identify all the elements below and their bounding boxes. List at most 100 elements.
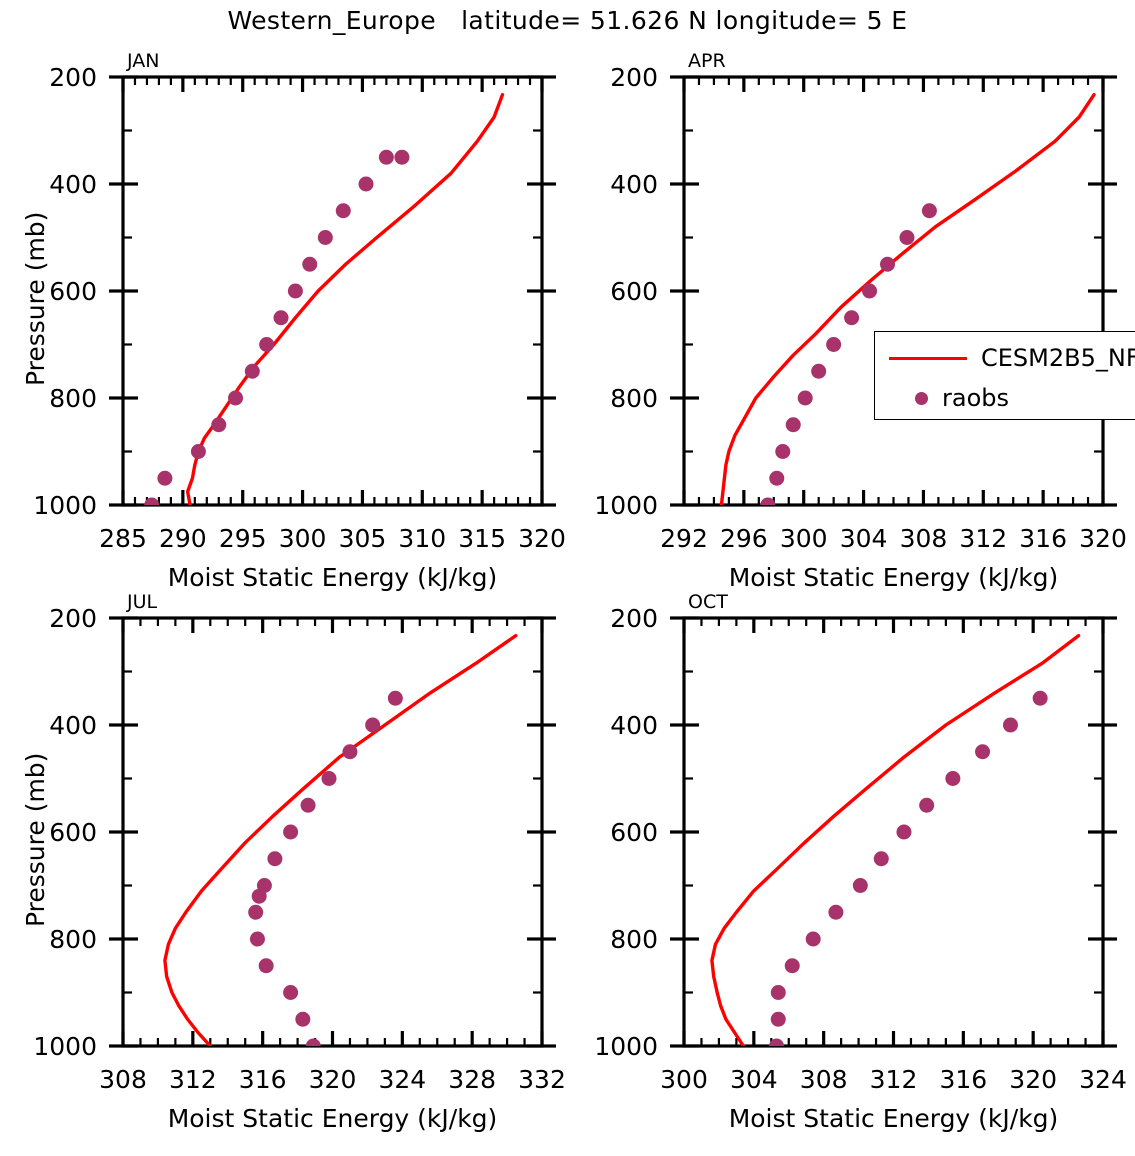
x-tick-label: 296 [720,524,768,553]
y-tick-label: 800 [49,925,97,954]
series-point-raobs [873,851,889,867]
figure-title: Western_Europe latitude= 51.626 N longit… [227,6,908,35]
y-tick-label: 400 [610,711,658,740]
legend-line-swatch [889,356,967,360]
x-tick-label: 316 [939,1065,987,1094]
panel-title-oct: OCT [688,591,728,613]
x-tick-label: 324 [1079,1065,1127,1094]
panel-title-apr: APR [688,50,726,72]
series-point-raobs [305,1038,321,1046]
x-axis-label-jul: Moist Static Energy (kJ/kg) [167,1104,498,1133]
series-point-raobs [258,958,274,974]
x-tick-label: 304 [730,1065,778,1094]
series-point-raobs [811,363,827,379]
series-line-model [719,92,1096,505]
x-tick-label: 304 [840,524,888,553]
x-tick-label: 328 [448,1065,496,1094]
x-tick-label: 300 [660,1065,708,1094]
panel-oct: 300 304 308 312 316 320 324 200 400 600 800 1000 OCT… [564,588,1135,1156]
legend-label-raobs: raobs [942,384,1009,412]
x-tick-label: 310 [398,524,446,553]
series-point-raobs [190,444,206,459]
plot-frame [682,75,1105,507]
x-tick-label: 320 [1009,1065,1057,1094]
series-point-raobs [249,931,265,947]
series-point-raobs [342,744,358,760]
series-line-model [163,633,518,1046]
series-point-raobs [805,931,821,947]
series-point-raobs [358,176,374,192]
y-axis-label-jan: Pressure (mb) [21,211,50,386]
series-point-raobs [769,470,785,486]
legend-label-model: CESM2B5_NFRTA [981,344,1135,372]
series-point-raobs [797,390,813,406]
x-axis-label-oct: Moist Static Energy (kJ/kg) [728,1104,1059,1133]
series-point-raobs [775,444,791,459]
x-tick-label: 312 [169,1065,217,1094]
series-point-raobs [335,203,351,219]
series-line-model [185,92,505,505]
x-tick-label: 295 [219,524,267,553]
plot-area-jan: 285 290 295 300 305 310 315 320 200 400 600 800 1000 [33,63,566,553]
series-point-raobs [921,203,937,219]
y-tick-label: 400 [49,170,97,199]
series-point-raobs [283,985,299,1000]
series-point-raobs [785,417,801,433]
series-point-raobs [945,771,961,786]
y-tick-label: 800 [610,384,658,413]
y-tick-label: 800 [49,384,97,413]
y-tick-label: 800 [610,925,658,954]
x-tick-label: 324 [378,1065,426,1094]
y-tick-label: 200 [610,604,658,633]
series-point-raobs [770,1011,786,1027]
series-point-raobs [880,256,896,272]
series-point-raobs [919,797,935,813]
x-tick-label: 312 [870,1065,918,1094]
series-point-raobs [862,283,878,299]
y-tick-label: 600 [49,818,97,847]
x-tick-label: 290 [159,524,207,553]
series-point-raobs [378,149,394,165]
series-point-raobs [244,363,260,379]
series-point-raobs [760,497,776,505]
y-tick-label: 1000 [33,491,97,520]
series-line-model [710,633,1081,1046]
series-point-raobs [157,470,173,486]
series-point-raobs [302,256,318,272]
series-point-raobs [899,230,915,245]
y-tick-label: 1000 [594,1032,658,1061]
legend: CESM2B5_NFRTA raobs [874,331,1135,420]
plot-area-jul: 308 312 316 320 324 328 332 200 400 600 800 1000 [33,604,566,1094]
x-tick-label: 308 [900,524,948,553]
panel-apr: 292 296 300 304 308 312 316 320 200 400 600 800 1000… [564,47,1135,615]
x-tick-label: 320 [309,1065,357,1094]
y-tick-label: 1000 [33,1032,97,1061]
panel-title-jul: JUL [127,591,158,613]
series-point-raobs [321,771,337,786]
series-point-raobs [896,824,912,840]
series-point-raobs [365,717,381,733]
x-tick-label: 305 [339,524,387,553]
y-tick-label: 200 [610,63,658,92]
x-tick-label: 320 [1079,524,1127,553]
x-tick-label: 332 [518,1065,566,1094]
series-point-raobs [295,1011,311,1027]
x-tick-label: 320 [518,524,566,553]
series-point-raobs [826,337,842,352]
series-point-raobs [1002,717,1018,733]
plot-frame [682,616,1105,1048]
panel-title-jan: JAN [127,50,160,72]
y-tick-label: 600 [49,277,97,306]
series-point-raobs [784,958,800,974]
series-point-raobs [844,310,860,326]
series-point-raobs [267,851,283,867]
x-tick-label: 292 [660,524,708,553]
series-point-raobs [975,744,991,760]
x-tick-label: 285 [99,524,147,553]
legend-entry-raobs: raobs [915,384,1009,412]
series-point-raobs [211,417,227,433]
y-tick-label: 400 [610,170,658,199]
x-tick-label: 308 [99,1065,147,1094]
series-point-raobs [287,283,303,299]
